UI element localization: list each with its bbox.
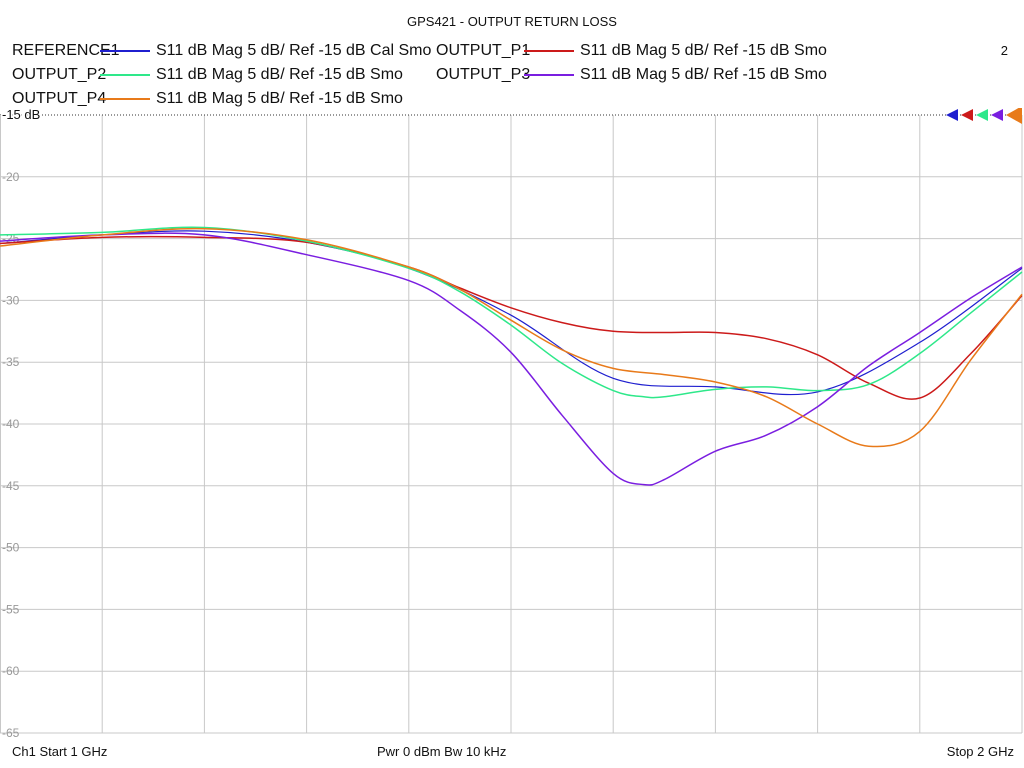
y-tick-label: -50 [2, 541, 20, 555]
series-line-reference1 [0, 230, 1023, 396]
y-tick-label: -45 [2, 479, 20, 493]
legend-desc: S11 dB Mag 5 dB/ Ref -15 dB Smo [580, 42, 827, 59]
chart-title: GPS421 - OUTPUT RETURN LOSS [407, 14, 617, 29]
legend-swatch [524, 50, 574, 52]
legend-item-output-p1: OUTPUT_P1 S11 dB Mag 5 dB/ Ref -15 dB Sm… [436, 42, 827, 60]
reference-marker-output-p4 [1006, 108, 1022, 124]
y-tick-label: -15 dB [2, 108, 40, 122]
legend-name: OUTPUT_P1 [436, 42, 531, 59]
plot-area: -15 dB-20-25-30-35-40-45-50-55-60-65 [0, 108, 1023, 738]
y-tick-label: -35 [2, 355, 20, 369]
footer-power-bandwidth: Pwr 0 dBm Bw 10 kHz [377, 744, 507, 759]
y-tick-label: -20 [2, 170, 20, 184]
legend-name: REFERENCE1 [12, 42, 120, 59]
footer-start: Ch1 Start 1 GHz [12, 744, 108, 759]
legend-item-output-p3: OUTPUT_P3 S11 dB Mag 5 dB/ Ref -15 dB Sm… [436, 66, 827, 84]
y-tick-label: -30 [2, 293, 20, 307]
legend-swatch [524, 74, 574, 76]
footer-stop: Stop 2 GHz [946, 744, 1014, 759]
series-line-output-p3 [0, 232, 1023, 486]
legend-desc: S11 dB Mag 5 dB/ Ref -15 dB Smo [156, 66, 403, 83]
reference-marker-output-p1 [961, 109, 973, 121]
series-line-output-p4 [0, 227, 1023, 448]
legend-swatch [100, 74, 150, 76]
legend-item-output-p4: OUTPUT_P4 S11 dB Mag 5 dB/ Ref -15 dB Sm… [12, 90, 403, 108]
reference-marker-output-p3 [991, 109, 1003, 121]
legend-name: OUTPUT_P3 [436, 66, 531, 83]
legend-desc: S11 dB Mag 5 dB/ Ref -15 dB Smo [580, 66, 827, 83]
legend-swatch [100, 50, 150, 52]
reference-marker-output-p2 [976, 109, 988, 121]
legend-name: OUTPUT_P2 [12, 66, 107, 83]
legend-desc: S11 dB Mag 5 dB/ Ref -15 dB Cal Smo [156, 42, 432, 59]
y-tick-label: -60 [2, 664, 20, 678]
legend-item-reference1: REFERENCE1 S11 dB Mag 5 dB/ Ref -15 dB C… [12, 42, 431, 60]
legend-item-output-p2: OUTPUT_P2 S11 dB Mag 5 dB/ Ref -15 dB Sm… [12, 66, 403, 84]
legend-name: OUTPUT_P4 [12, 90, 107, 107]
y-tick-label: -55 [2, 602, 20, 616]
y-tick-label: -40 [2, 417, 20, 431]
reference-marker-reference1 [946, 109, 958, 121]
legend-desc: S11 dB Mag 5 dB/ Ref -15 dB Smo [156, 90, 403, 107]
channel-number: 2 [1000, 43, 1008, 58]
legend-swatch [100, 98, 150, 100]
y-tick-label: -65 [2, 726, 20, 738]
